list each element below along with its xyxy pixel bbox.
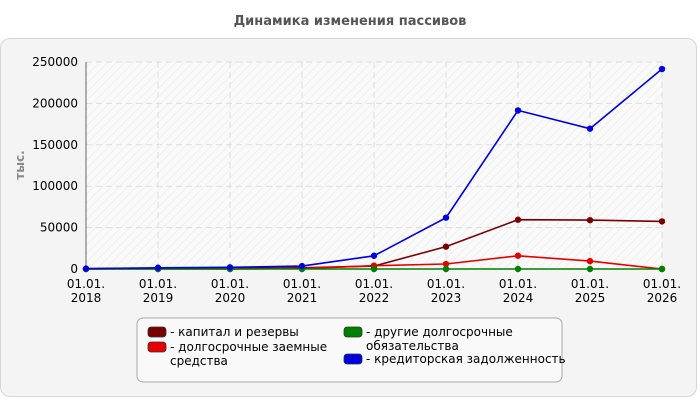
x-tick-label: 2022 xyxy=(359,291,390,305)
x-tick-label: 2025 xyxy=(575,291,606,305)
legend-swatch xyxy=(343,353,363,365)
data-point xyxy=(298,262,306,270)
data-point xyxy=(514,107,522,114)
data-point xyxy=(370,265,378,273)
x-axis-ticks: 01.01.201801.01.201901.01.202001.01.2021… xyxy=(67,277,681,305)
data-point xyxy=(658,65,666,73)
legend-label: средства xyxy=(170,354,228,368)
x-tick-label: 2020 xyxy=(215,291,246,305)
legend-label: - капитал и резервы xyxy=(170,325,299,339)
data-point xyxy=(586,257,594,265)
data-point xyxy=(586,216,594,224)
data-point xyxy=(154,264,162,271)
x-tick-label: 01.01. xyxy=(571,277,609,291)
chart-title: Динамика изменения пассивов xyxy=(234,14,467,29)
data-point xyxy=(226,264,234,271)
legend-label: - кредиторская задолженность xyxy=(366,352,566,366)
data-point xyxy=(586,265,594,273)
data-point xyxy=(514,265,522,273)
x-tick-label: 01.01. xyxy=(67,277,105,291)
y-tick-label: 100000 xyxy=(32,179,78,193)
x-tick-label: 01.01. xyxy=(427,277,465,291)
legend: - капитал и резервы- долгосрочные заемны… xyxy=(136,317,566,383)
legend-swatch xyxy=(147,326,167,338)
legend-item-0: - капитал и резервы xyxy=(147,325,299,339)
series-layer xyxy=(82,65,666,273)
legend-label: - долгосрочные заемные xyxy=(170,340,327,354)
x-tick-label: 2024 xyxy=(503,291,534,305)
x-tick-label: 01.01. xyxy=(643,277,681,291)
data-point xyxy=(586,125,594,132)
data-point xyxy=(442,243,450,250)
x-tick-label: 2021 xyxy=(287,291,318,305)
x-tick-label: 01.01. xyxy=(499,277,537,291)
legend-swatch xyxy=(343,326,363,338)
data-point xyxy=(658,265,666,273)
legend-swatch xyxy=(147,341,167,353)
x-tick-label: 2019 xyxy=(143,291,174,305)
x-tick-label: 2018 xyxy=(71,291,102,305)
x-tick-label: 2026 xyxy=(647,291,678,305)
data-point xyxy=(82,265,90,272)
data-point xyxy=(514,252,522,259)
y-axis-label: тыс. xyxy=(13,150,27,179)
y-axis-ticks: 0 50000 100000 150000 200000 250000 xyxy=(32,55,78,276)
x-tick-label: 01.01. xyxy=(211,277,249,291)
legend-items: - капитал и резервы- долгосрочные заемны… xyxy=(147,325,566,368)
x-tick-label: 01.01. xyxy=(283,277,321,291)
data-point xyxy=(442,214,450,221)
y-tick-label: 200000 xyxy=(32,96,78,110)
legend-box xyxy=(136,317,563,383)
x-tick-label: 01.01. xyxy=(139,277,177,291)
data-point xyxy=(370,252,378,259)
x-tick-label: 01.01. xyxy=(355,277,393,291)
data-point xyxy=(658,218,666,225)
legend-label: обязательства xyxy=(366,339,459,353)
x-tick-label: 2023 xyxy=(431,291,462,305)
data-point xyxy=(442,260,450,268)
data-point xyxy=(442,265,450,273)
y-tick-label: 50000 xyxy=(40,221,78,235)
legend-item-3: - кредиторская задолженность xyxy=(343,352,566,366)
data-point xyxy=(514,216,522,223)
y-tick-label: 0 xyxy=(70,262,78,276)
y-tick-label: 250000 xyxy=(32,55,78,69)
legend-label: - другие долгосрочные xyxy=(366,325,513,339)
y-tick-label: 150000 xyxy=(32,138,78,152)
